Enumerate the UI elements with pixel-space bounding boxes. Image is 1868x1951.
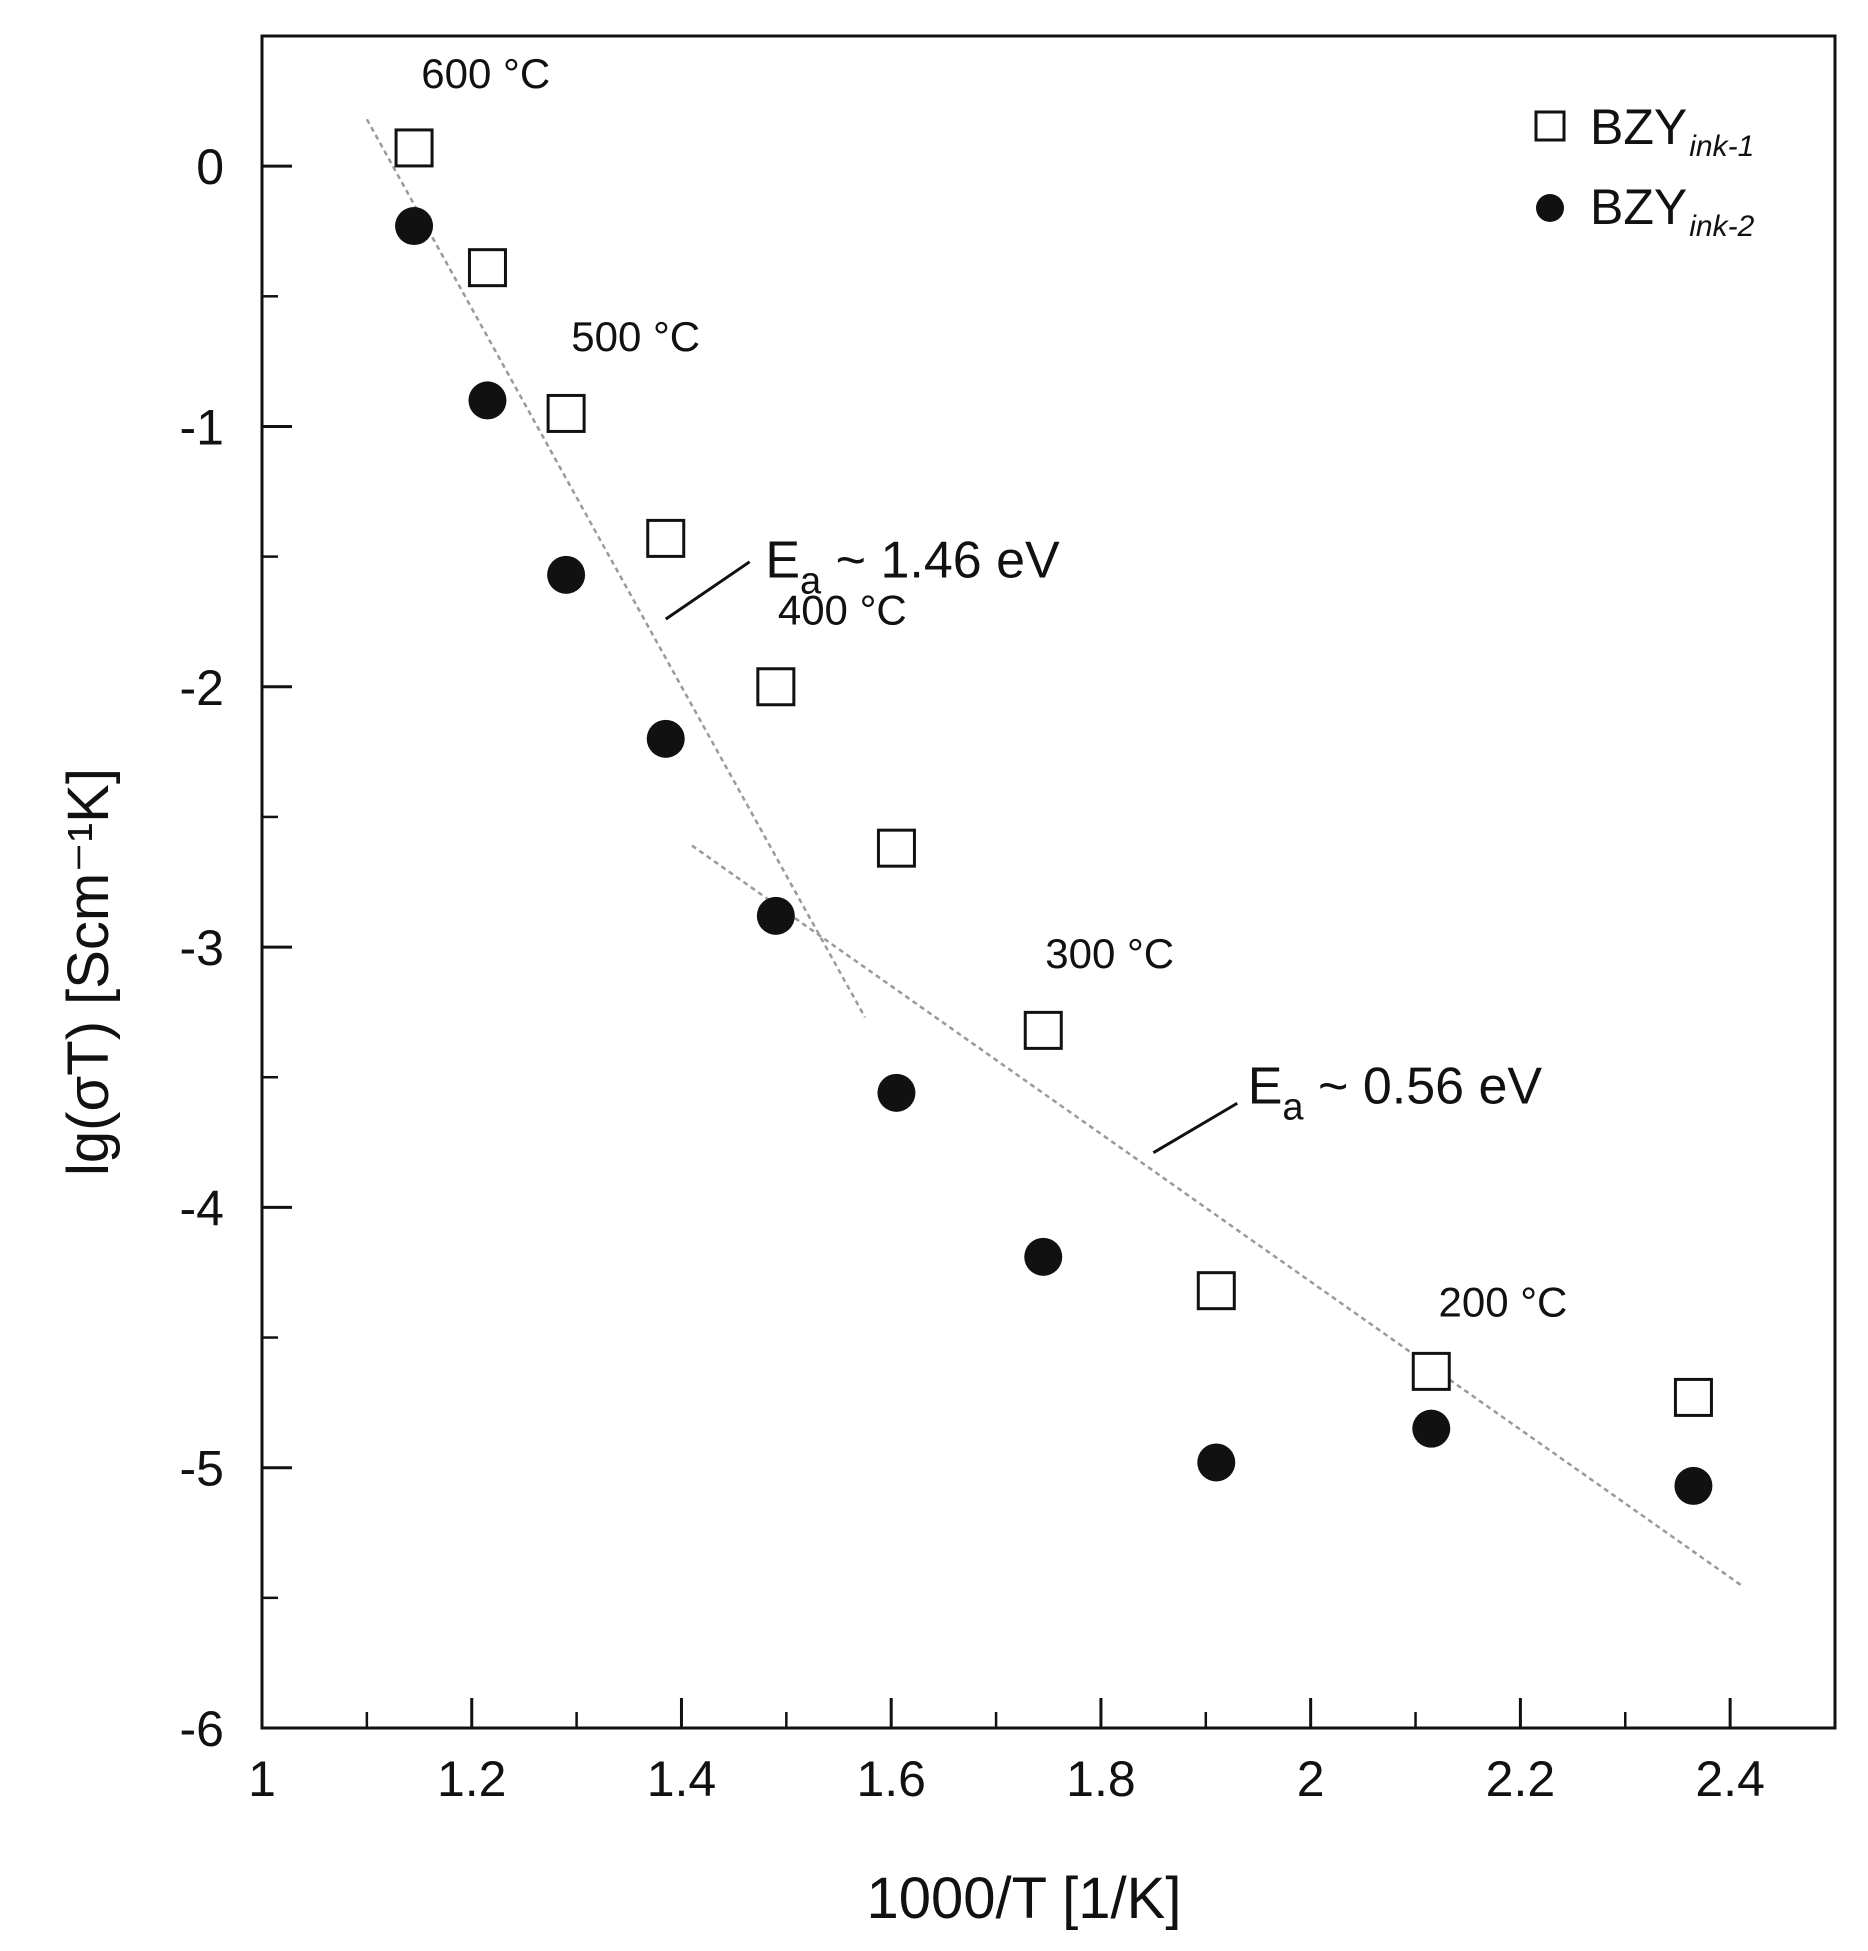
data-point-ink-2 bbox=[1674, 1466, 1713, 1505]
data-point-ink-1 bbox=[756, 667, 796, 707]
fit-lines bbox=[365, 118, 1742, 1586]
y-tick-label: -5 bbox=[180, 1441, 224, 1497]
y-tick-label: 0 bbox=[196, 139, 224, 195]
y-tick-label: -2 bbox=[180, 660, 224, 716]
legend-entry-ink-1-name: BZY bbox=[1590, 99, 1687, 155]
data-point-ink-2 bbox=[756, 896, 795, 935]
data-point-ink-1 bbox=[876, 828, 916, 868]
ea-label-2: Ea ~ 0.56 eV bbox=[1248, 1057, 1543, 1128]
x-tick-label: 1.8 bbox=[1066, 1751, 1136, 1807]
data-point-ink-1 bbox=[394, 128, 434, 168]
data-point-ink-2 bbox=[468, 381, 507, 420]
x-tick-label: 1.6 bbox=[856, 1751, 926, 1807]
x-axis-ticks: 1 1.2 1.4 1.6 1.8 2 2.2 2.4 bbox=[248, 1698, 1765, 1807]
temperature-label: 400 °C bbox=[778, 586, 907, 633]
plot-frame bbox=[260, 34, 1837, 1730]
data-point-ink-1 bbox=[1023, 1010, 1063, 1050]
data-point-ink-1 bbox=[1673, 1377, 1713, 1417]
legend-entry-ink-1: BZYink-1 bbox=[1590, 99, 1754, 163]
y-tick-label: -1 bbox=[180, 399, 224, 455]
y-tick-label: -6 bbox=[180, 1701, 224, 1757]
ea-symbol: E bbox=[765, 531, 800, 589]
legend-entry-ink-2: BZYink-2 bbox=[1590, 179, 1755, 243]
x-tick-label: 2 bbox=[1297, 1751, 1325, 1807]
data-point-ink-2 bbox=[646, 719, 685, 758]
legend-entry-ink-2-subscript: ink-2 bbox=[1689, 210, 1754, 243]
data-point-ink-2 bbox=[1412, 1409, 1451, 1448]
data-point-ink-1 bbox=[467, 248, 507, 288]
data-point-ink-2 bbox=[547, 555, 586, 594]
data-point-ink-1 bbox=[546, 393, 586, 433]
legend-entry-ink-2-name: BZY bbox=[1590, 179, 1687, 235]
temperature-annotations: 600 °C 500 °C 400 °C 300 °C 200 °C bbox=[421, 50, 1567, 1326]
ea-value: ~ 0.56 eV bbox=[1304, 1057, 1543, 1115]
temperature-label: 300 °C bbox=[1045, 930, 1174, 977]
x-tick-label: 1 bbox=[248, 1751, 276, 1807]
temperature-label: 500 °C bbox=[571, 313, 700, 360]
ea-label-1: Ea ~ 1.46 eV bbox=[765, 531, 1060, 602]
ea-symbol: E bbox=[1248, 1057, 1283, 1115]
ea-leader-line bbox=[1152, 1101, 1239, 1155]
temperature-label: 200 °C bbox=[1439, 1279, 1568, 1326]
y-tick-label: -3 bbox=[180, 920, 224, 976]
x-tick-label: 2.2 bbox=[1486, 1751, 1556, 1807]
series-bzy-ink-1 bbox=[394, 128, 1713, 1417]
data-point-ink-2 bbox=[395, 207, 434, 246]
data-point-ink-2 bbox=[1024, 1237, 1063, 1276]
ea-value: ~ 1.46 eV bbox=[821, 531, 1060, 589]
x-tick-label: 2.4 bbox=[1695, 1751, 1765, 1807]
data-point-ink-1 bbox=[1411, 1351, 1451, 1391]
ea-leader-line bbox=[664, 560, 751, 621]
data-point-ink-1 bbox=[646, 518, 686, 558]
data-point-ink-2 bbox=[877, 1073, 916, 1112]
legend-marker-filled-circle bbox=[1536, 194, 1564, 222]
ea-subscript: a bbox=[800, 560, 822, 602]
fit-line-2 bbox=[691, 844, 1742, 1586]
x-tick-label: 1.4 bbox=[647, 1751, 717, 1807]
legend: BZYink-1 BZYink-2 bbox=[1534, 99, 1755, 243]
y-axis-title: lg(σT) [Scm⁻¹K] bbox=[56, 768, 121, 1176]
x-tick-label: 1.2 bbox=[437, 1751, 507, 1807]
legend-marker-open-square bbox=[1534, 110, 1566, 142]
legend-entry-ink-1-subscript: ink-1 bbox=[1689, 130, 1754, 163]
data-point-ink-1 bbox=[1196, 1271, 1236, 1311]
x-axis-title: 1000/T [1/K] bbox=[867, 1866, 1182, 1931]
temperature-label: 600 °C bbox=[421, 50, 550, 97]
ea-subscript: a bbox=[1282, 1086, 1304, 1128]
y-axis-ticks: 0 -1 -2 -3 -4 -5 -6 bbox=[180, 34, 292, 1757]
y-tick-label: -4 bbox=[180, 1180, 224, 1236]
fit-line-1 bbox=[365, 118, 867, 1018]
series-bzy-ink-2 bbox=[395, 207, 1713, 1505]
data-point-ink-2 bbox=[1197, 1443, 1236, 1482]
